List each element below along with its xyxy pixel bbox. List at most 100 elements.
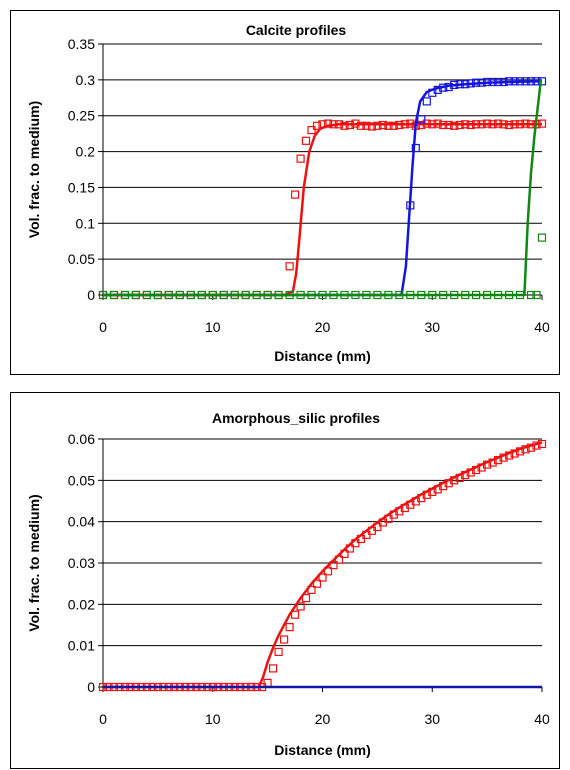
y-tick-label: 0.03: [68, 555, 95, 571]
data-point-marker: [488, 120, 497, 129]
data-point-marker: [109, 290, 119, 300]
data-point-marker: [318, 290, 327, 300]
data-point-marker: [312, 121, 322, 130]
data-point-marker: [362, 121, 371, 130]
data-point-marker: [537, 233, 547, 242]
y-tick-label: 0.25: [68, 108, 95, 124]
y-tick-label: 0.1: [76, 215, 96, 231]
data-point-marker: [186, 290, 195, 300]
data-point-marker: [356, 534, 365, 544]
data-point-marker: [323, 567, 333, 576]
data-point-marker: [285, 290, 294, 300]
y-tick-label: 0.35: [68, 36, 95, 52]
data-point-marker: [422, 97, 431, 106]
data-point-marker: [329, 290, 338, 300]
data-point-marker: [291, 610, 300, 619]
data-point-marker: [362, 290, 371, 300]
data-point-marker: [477, 120, 486, 129]
data-point-marker: [450, 290, 459, 300]
x-tick-label: 30: [424, 319, 440, 335]
y-tick-label: 0.06: [68, 431, 95, 447]
data-point-marker: [208, 290, 217, 300]
amorphous-silic-chart-panel: 0 0.01 0.02 0.03 0.04 0.05 0.06 0 10 20 30 40 Amorph…: [10, 392, 560, 769]
data-point-marker: [351, 290, 360, 300]
data-point-marker: [466, 120, 475, 130]
data-point-marker: [285, 262, 294, 271]
data-point-marker: [526, 120, 536, 129]
amorphous-silic-chart-svg: 0 0.01 0.02 0.03 0.04 0.05 0.06 0 10 20 30 40 Amorph…: [26, 410, 550, 758]
chart-title: Calcite profiles: [246, 22, 347, 38]
data-point-marker: [444, 479, 453, 488]
data-point-marker: [373, 121, 382, 130]
data-point-marker: [537, 77, 547, 86]
data-point-marker: [455, 80, 464, 89]
x-axis-label: Distance (mm): [274, 742, 370, 758]
data-point-marker: [395, 120, 404, 130]
x-tick-label: 20: [315, 319, 331, 335]
data-point-marker: [280, 635, 289, 644]
data-point-marker: [345, 544, 354, 553]
data-point-marker: [494, 77, 503, 87]
data-point-marker: [417, 115, 426, 124]
data-point-marker: [395, 290, 404, 300]
x-tick-label: 40: [534, 711, 550, 727]
y-tick-label: 0.05: [68, 251, 95, 267]
data-point-marker: [466, 468, 475, 477]
data-point-marker: [351, 539, 360, 548]
series-line: [103, 123, 542, 297]
data-point-marker: [494, 455, 503, 465]
data-point-marker: [521, 77, 530, 86]
x-tick-label: 10: [205, 711, 221, 727]
data-point-marker: [499, 77, 508, 87]
data-point-marker: [164, 290, 173, 300]
y-tick-label: 0: [87, 287, 95, 303]
data-point-marker: [444, 82, 453, 92]
data-point-marker: [505, 120, 514, 130]
data-point-marker: [378, 120, 387, 130]
data-point-marker: [537, 439, 547, 449]
data-point-marker: [439, 290, 448, 300]
data-point-marker: [450, 476, 459, 485]
calcite-chart-svg: 0 0.05 0.1 0.15 0.2 0.25 0.3 0.35 0 10 20 30 40 Calci…: [26, 22, 550, 364]
data-point-marker: [494, 290, 503, 300]
data-point-marker: [406, 290, 415, 300]
data-point-marker: [505, 290, 514, 300]
y-tick-label: 0.15: [68, 179, 95, 195]
data-point-marker: [472, 78, 481, 87]
y-axis-label: Vol. frac. to medium): [26, 101, 42, 238]
data-point-marker: [274, 290, 283, 300]
data-point-marker: [373, 522, 382, 532]
x-tick-label: 20: [315, 711, 331, 727]
data-point-marker: [526, 77, 536, 86]
y-tick-label: 0.01: [68, 638, 95, 654]
data-point-marker: [537, 119, 547, 128]
x-tick-label: 0: [99, 711, 107, 727]
data-point-marker: [345, 120, 354, 130]
data-point-marker: [329, 120, 338, 129]
data-point-marker: [428, 290, 437, 300]
data-point-marker: [301, 594, 311, 603]
data-point-marker: [307, 290, 316, 300]
data-point-marker: [323, 119, 333, 128]
data-point-marker: [510, 449, 519, 458]
data-point-marker: [466, 79, 475, 88]
data-point-marker: [318, 573, 327, 582]
data-point-marker: [312, 579, 322, 588]
data-point-marker: [499, 453, 508, 462]
data-point-marker: [455, 120, 464, 130]
x-axis-label: Distance (mm): [274, 348, 370, 364]
data-point-marker: [263, 290, 272, 300]
data-point-marker: [461, 120, 470, 129]
data-point-marker: [505, 451, 514, 460]
data-point-marker: [384, 121, 393, 130]
data-point-marker: [428, 120, 437, 129]
data-point-marker: [98, 290, 108, 300]
y-tick-label: 0.02: [68, 596, 95, 612]
data-point-marker: [175, 290, 184, 300]
data-point-marker: [291, 190, 300, 199]
data-point-marker: [318, 120, 327, 129]
data-point-marker: [219, 290, 228, 300]
data-point-marker: [461, 470, 470, 480]
data-point-marker: [153, 290, 162, 300]
data-point-marker: [444, 120, 453, 130]
